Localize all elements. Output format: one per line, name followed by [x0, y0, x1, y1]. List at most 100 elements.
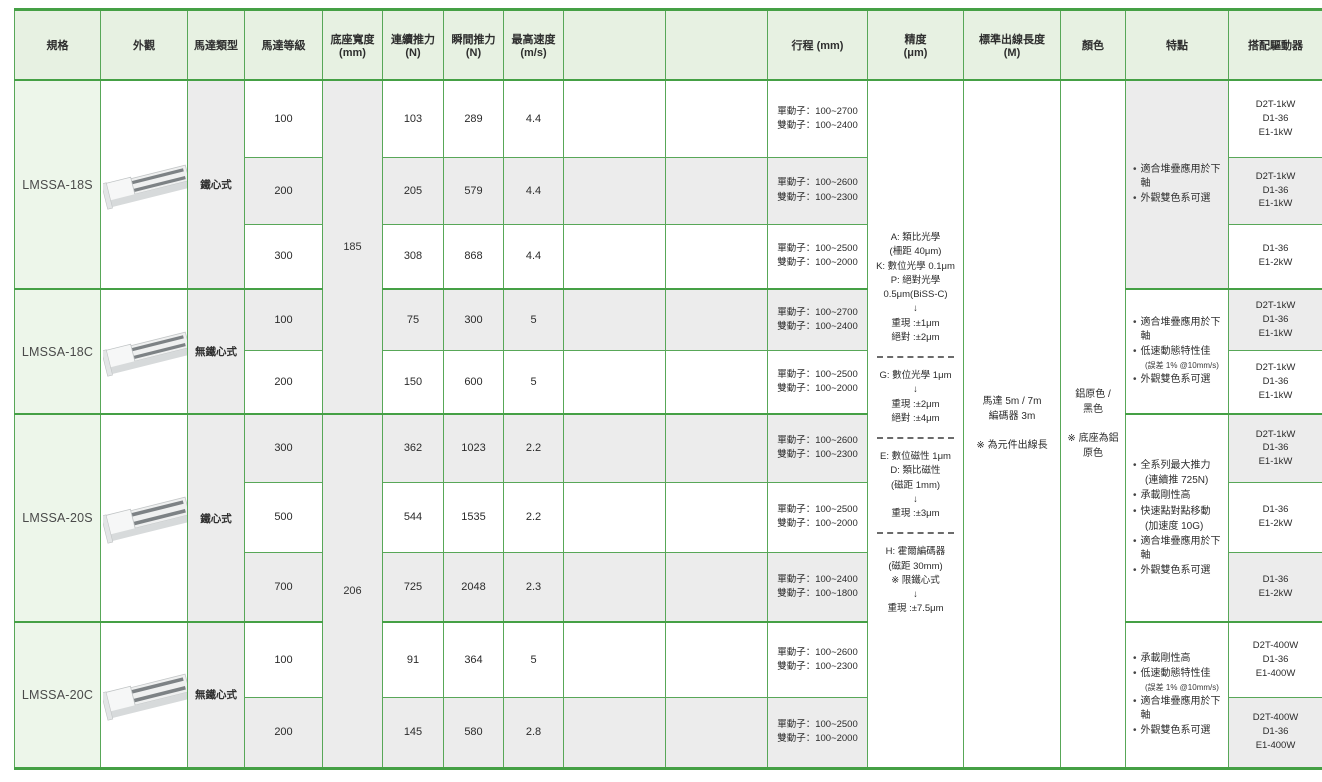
empty-cell — [563, 551, 666, 623]
col-header-max-speed: 最高速度 (m/s) — [503, 9, 564, 81]
motor-type-cell: 無鐵心式 — [187, 621, 245, 769]
feature-item: 低速動態特性佳 — [1140, 346, 1211, 358]
feature-item: 適合堆疊應用於下軸 — [1140, 696, 1221, 721]
color-value: 鋁原色 / 黑色 — [1075, 388, 1111, 415]
stroke-cell: 單動子：100~2700 雙動子：100~2400 — [767, 288, 868, 351]
grade-cell: 100 — [244, 79, 323, 158]
col-header-base-width: 底座寬度 (mm) — [322, 9, 383, 81]
base-width-cell: 185 — [322, 79, 383, 415]
col-header-appearance: 外觀 — [100, 9, 188, 81]
bullet: • — [1133, 459, 1137, 471]
stroke-cell: 單動子：100~2400 雙動子：100~1800 — [767, 551, 868, 623]
bullet: • — [1133, 505, 1137, 517]
table-row: 200 205 579 4.4 單動子：100~2600 雙動子：100~230… — [15, 156, 1322, 225]
dashed-divider — [877, 437, 954, 439]
table-row: 300 308 868 4.4 單動子：100~2500 雙動子：100~200… — [15, 223, 1322, 290]
col-header-inst-thrust: 瞬間推力 (N) — [443, 9, 504, 81]
stroke-cell: 單動子：100~2600 雙動子：100~2300 — [767, 621, 868, 698]
bullet: • — [1133, 725, 1137, 737]
product-photo-icon — [103, 673, 187, 721]
empty-cell — [563, 481, 666, 553]
bullet: • — [1133, 346, 1137, 358]
grade-cell: 100 — [244, 288, 323, 351]
driver-cell: D2T-1kW D1-36 E1-1kW — [1228, 156, 1322, 225]
grade-cell: 200 — [244, 156, 323, 225]
driver-cell: D2T-1kW D1-36 E1-1kW — [1228, 288, 1322, 351]
bullet: • — [1133, 164, 1137, 176]
driver-cell: D1-36 E1-2kW — [1228, 223, 1322, 290]
cont-thrust-cell: 725 — [382, 551, 444, 623]
empty-cell — [665, 288, 768, 351]
feature-item: 外觀雙色系可選 — [1140, 725, 1211, 737]
feature-item: 適合堆疊應用於下軸 — [1140, 164, 1221, 189]
table-row: 500 544 1535 2.2 單動子：100~2500 雙動子：100~20… — [15, 481, 1322, 553]
empty-cell — [563, 156, 666, 225]
motor-type-cell: 鐵心式 — [187, 79, 245, 290]
inst-thrust-cell: 1023 — [443, 413, 504, 483]
col-header-motor-grade: 馬達等級 — [244, 9, 323, 81]
accuracy-block-digital-optical: G: 數位光學 1μm ↓ 重現 :±2μm 絕對 :±4μm — [879, 370, 952, 424]
bullet: • — [1133, 193, 1137, 205]
inst-thrust-cell: 600 — [443, 349, 504, 415]
empty-cell — [665, 349, 768, 415]
max-speed-cell: 4.4 — [503, 223, 564, 290]
table-row: LMSSA-20S 鐵心式 300 206 362 1023 2 — [14, 413, 1322, 769]
bullet: • — [1133, 374, 1137, 386]
feature-item: 外觀雙色系可選 — [1140, 565, 1211, 576]
cable-length-value: 馬達 5m / 7m 編碼器 3m — [982, 396, 1042, 423]
stroke-cell: 單動子：100~2700 雙動子：100~2400 — [767, 79, 868, 158]
appearance-cell — [100, 79, 188, 290]
color-note: ※ 底座為鋁 原色 — [1067, 432, 1119, 459]
spec-table-container: 規格 外觀 馬達類型 馬達等級 底座寬度 (mm) 連續推力 (N) 瞬間推力 … — [14, 8, 1322, 770]
grade-cell: 200 — [244, 349, 323, 415]
stroke-cell: 單動子：100~2600 雙動子：100~2300 — [767, 156, 868, 225]
col-header-cont-thrust: 連續推力 (N) — [382, 9, 444, 81]
features-cell: • 承載剛性高 • 低速動態特性佳 (誤差 1% @10mm/s) • 適合堆疊應用於… — [1125, 621, 1229, 769]
cont-thrust-cell: 205 — [382, 156, 444, 225]
feature-item: 快速點對點移動 — [1140, 505, 1211, 517]
cont-thrust-cell: 103 — [382, 79, 444, 158]
col-header-accuracy: 精度 (μm) — [867, 9, 964, 81]
stroke-cell: 單動子：100~2500 雙動子：100~2000 — [767, 481, 868, 553]
cont-thrust-cell: 145 — [382, 696, 444, 769]
cont-thrust-cell: 362 — [382, 413, 444, 483]
table-row: LMSSA-18S 鐵心式 100 185 103 289 4. — [14, 79, 1322, 769]
max-speed-cell: 4.4 — [503, 79, 564, 158]
stroke-cell: 單動子：100~2500 雙動子：100~2000 — [767, 696, 868, 769]
empty-cell — [563, 413, 666, 483]
feature-note: (連續推 725N) — [1145, 475, 1209, 486]
cont-thrust-cell: 75 — [382, 288, 444, 351]
empty-cell — [665, 156, 768, 225]
col-header-motor-type: 馬達類型 — [187, 9, 245, 81]
col-header-cable-length: 標準出線長度 (M) — [963, 9, 1061, 81]
empty-cell — [563, 223, 666, 290]
bullet: • — [1133, 652, 1137, 664]
max-speed-cell: 5 — [503, 621, 564, 698]
bullet: • — [1133, 565, 1137, 576]
header-row: 規格 外觀 馬達類型 馬達等級 底座寬度 (mm) 連續推力 (N) 瞬間推力 … — [14, 9, 1322, 81]
base-width-cell: 206 — [322, 413, 383, 769]
appearance-cell — [100, 621, 188, 769]
empty-cell — [665, 621, 768, 698]
bullet: • — [1133, 668, 1137, 680]
empty-cell — [665, 79, 768, 158]
stroke-cell: 單動子：100~2500 雙動子：100~2000 — [767, 223, 868, 290]
appearance-cell — [100, 288, 188, 415]
feature-item: 承載剛性高 — [1140, 490, 1191, 501]
table-row: LMSSA-20C 無鐵心式 100 91 364 5 — [14, 621, 1322, 769]
grade-cell: 700 — [244, 551, 323, 623]
inst-thrust-cell: 2048 — [443, 551, 504, 623]
spec-table: 規格 外觀 馬達類型 馬達等級 底座寬度 (mm) 連續推力 (N) 瞬間推力 … — [14, 8, 1322, 770]
feature-note: (誤差 1% @10mm/s) — [1145, 360, 1219, 370]
inst-thrust-cell: 1535 — [443, 481, 504, 553]
accuracy-cell: A: 類比光學 (柵距 40μm) K: 數位光學 0.1μm P: 絕對光學 … — [867, 79, 964, 769]
driver-cell: D2T-400W D1-36 E1-400W — [1228, 696, 1322, 769]
empty-cell — [563, 79, 666, 158]
cont-thrust-cell: 150 — [382, 349, 444, 415]
motor-type-cell: 鐵心式 — [187, 413, 245, 623]
bullet: • — [1133, 536, 1137, 547]
accuracy-block-optical: A: 類比光學 (柵距 40μm) K: 數位光學 0.1μm P: 絕對光學 … — [876, 232, 955, 343]
spec-model-cell: LMSSA-20C — [14, 621, 101, 769]
feature-item: 適合堆疊應用於下軸 — [1140, 536, 1221, 561]
driver-cell: D2T-1kW D1-36 E1-1kW — [1228, 79, 1322, 158]
